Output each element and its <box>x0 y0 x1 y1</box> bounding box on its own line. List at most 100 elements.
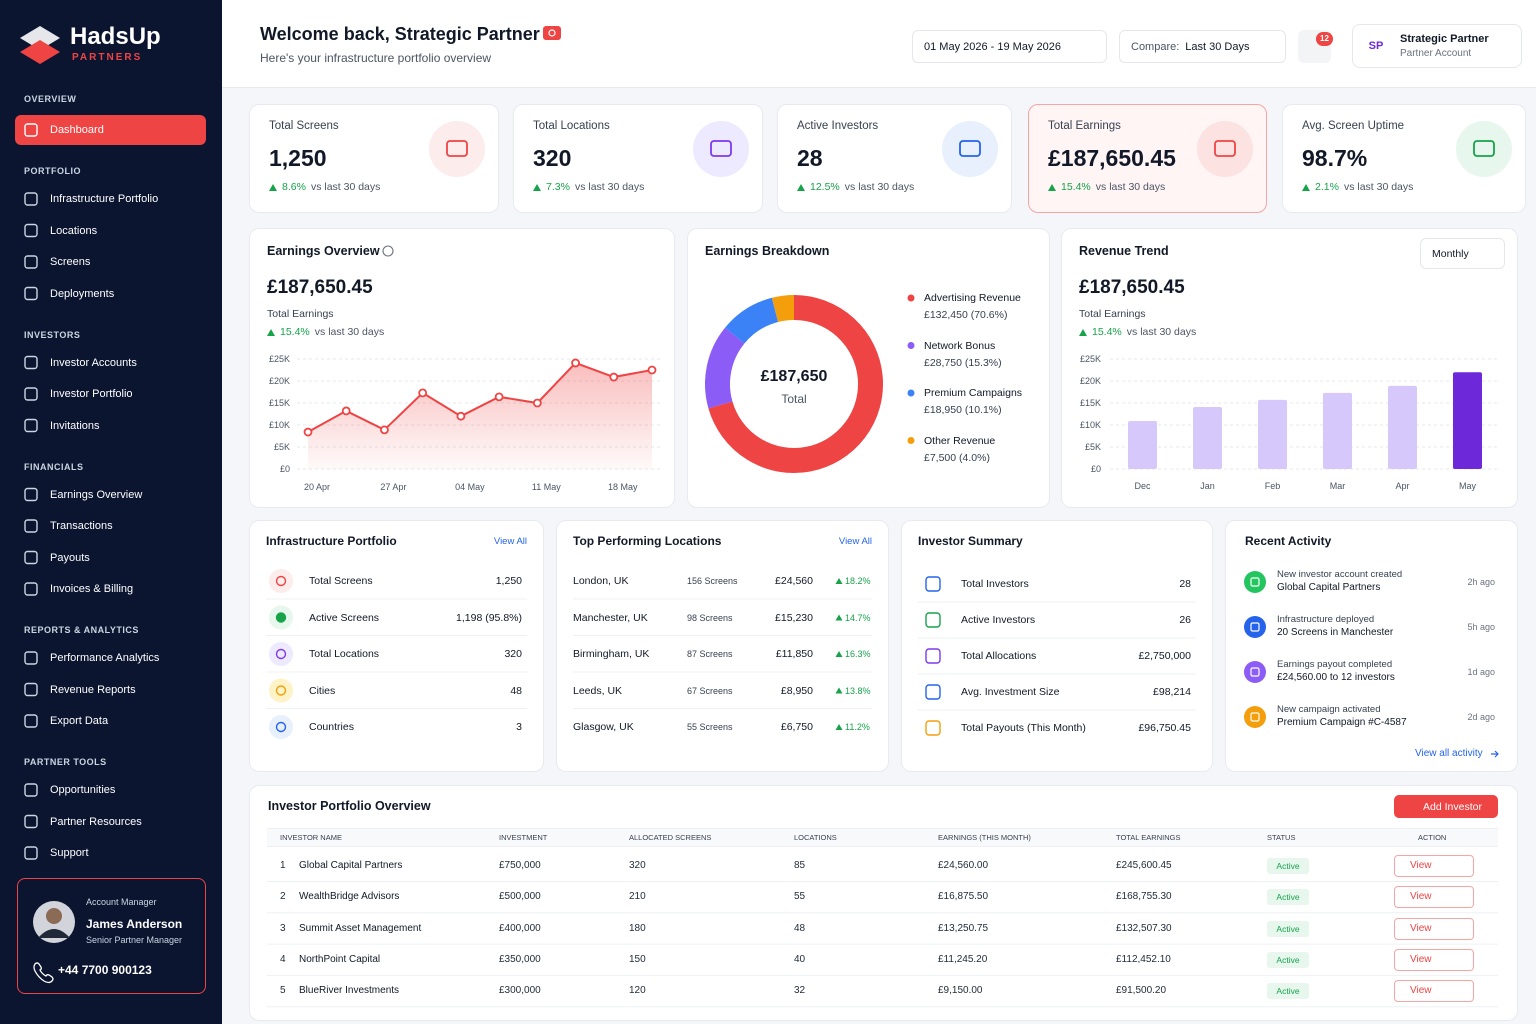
location-screens: 87 Screens <box>687 649 733 659</box>
view-button[interactable] <box>1394 886 1474 909</box>
y-tick-label: £15K <box>1079 398 1101 408</box>
nav-item[interactable]: Partner Resources <box>50 815 142 828</box>
kpi-icon-bg <box>429 121 485 177</box>
nav-item[interactable]: Dashboard <box>50 124 104 136</box>
view-label[interactable]: View <box>1410 922 1432 934</box>
nav-item[interactable]: Performance Analytics <box>50 652 160 664</box>
view-button[interactable] <box>1394 917 1474 940</box>
view-label[interactable]: View <box>1410 860 1432 871</box>
row-label: Total Locations <box>309 648 380 660</box>
row-label: Total Screens <box>309 575 373 587</box>
legend-label: Advertising Revenue <box>924 292 1021 304</box>
notification-count: 12 <box>1320 34 1329 43</box>
add-investor-button[interactable] <box>1394 795 1498 818</box>
table-cell: £16,875.50 <box>938 891 989 903</box>
bar <box>1453 372 1482 469</box>
nav-item[interactable]: Support <box>50 847 89 859</box>
summary-label: Active Investors <box>961 614 1036 626</box>
period-select[interactable] <box>1420 238 1505 269</box>
status-pill <box>1267 889 1309 906</box>
nav-item[interactable]: Payouts <box>50 551 90 564</box>
x-tick-label: Dec <box>1134 481 1151 491</box>
logo-mark <box>20 40 60 64</box>
nav-item[interactable]: Investor Accounts <box>50 356 137 369</box>
up-arrow <box>1079 328 1087 336</box>
user-menu[interactable] <box>1352 24 1522 68</box>
location-change: 16.3% <box>845 649 871 659</box>
view-button[interactable] <box>1394 980 1474 1003</box>
y-tick-label: £25K <box>268 354 290 364</box>
summary-value: £96,750.45 <box>1138 722 1191 734</box>
table-cell: 320 <box>629 860 646 871</box>
nav-item[interactable]: Deployments <box>50 287 115 300</box>
view-label[interactable]: View <box>1410 985 1432 997</box>
nav-item[interactable]: Earnings Overview <box>50 488 143 501</box>
compare-select[interactable] <box>1119 30 1286 63</box>
row-value: 48 <box>510 684 522 697</box>
nav-item[interactable]: Invitations <box>50 419 100 432</box>
view-button[interactable] <box>1394 855 1474 877</box>
panel-title: Investor Summary <box>918 534 1023 548</box>
add-investor-label: Add Investor <box>1423 800 1482 813</box>
activity-icon-glyph <box>1250 577 1260 587</box>
change-value: 12.5% <box>810 181 840 193</box>
kpi-icon <box>1214 140 1236 157</box>
row-icon-bg <box>269 678 293 703</box>
nav-item[interactable]: Opportunities <box>50 784 116 796</box>
activity-icon <box>1244 571 1266 593</box>
nav-item[interactable]: Transactions <box>50 520 113 532</box>
change-value: 15.4% <box>1061 181 1091 193</box>
nav-section-title: FINANCIALS <box>24 461 84 472</box>
view-label[interactable]: View <box>1410 953 1432 965</box>
legend-value: £18,950 (10.1%) <box>924 404 1002 416</box>
logo-mark <box>20 26 60 50</box>
view-button[interactable] <box>1394 948 1474 971</box>
chart-title: Revenue Trend <box>1079 244 1169 258</box>
point <box>341 406 351 416</box>
nav-icon <box>24 714 38 728</box>
legend-label: Network Bonus <box>924 339 996 352</box>
table-cell: £9,150.00 <box>938 985 983 997</box>
panel-title: Investor Portfolio Overview <box>268 799 431 813</box>
chart-total-label: Total Earnings <box>267 308 334 320</box>
nav-item[interactable]: Investor Portfolio <box>50 388 133 400</box>
active-nav[interactable] <box>15 115 206 145</box>
row-value: 1,198 (95.8%) <box>456 611 522 624</box>
nav-item[interactable]: Screens <box>50 256 91 268</box>
activity-time: 2h ago <box>1467 577 1495 587</box>
activity-detail: Global Capital Partners <box>1277 582 1381 593</box>
nav-item[interactable]: Infrastructure Portfolio <box>50 193 159 205</box>
table-cell: 48 <box>794 922 806 934</box>
x-tick-label: Apr <box>1395 481 1410 491</box>
y-tick-label: £0 <box>1090 464 1101 474</box>
point <box>571 358 580 368</box>
page-title: Welcome back, Strategic Partner <box>260 24 540 44</box>
chart-change: 15.4% vs last 30 days <box>267 325 384 339</box>
table-cell: 85 <box>794 860 806 871</box>
chart-total: £187,650.45 <box>1079 277 1185 298</box>
nav-icon <box>24 651 38 665</box>
view-label[interactable]: View <box>1410 891 1432 903</box>
nav-item[interactable]: Export Data <box>50 715 109 727</box>
manager-label: Account Manager <box>86 897 157 907</box>
summary-label: Avg. Investment Size <box>961 686 1060 698</box>
kpi-value: 1,250 <box>269 145 327 171</box>
nav-item[interactable]: Revenue Reports <box>50 683 136 696</box>
view-all-link[interactable]: View All <box>493 536 527 547</box>
status-label: Active <box>1276 861 1300 871</box>
status-label: Active <box>1276 986 1300 997</box>
row-label: Active Screens <box>309 611 380 624</box>
nav-item[interactable]: Locations <box>50 224 98 237</box>
nav-item[interactable]: Invoices & Billing <box>50 583 134 595</box>
location-city: Glasgow, UK <box>573 721 634 733</box>
nav-icon <box>24 550 38 565</box>
manager-phone[interactable]: +44 7700 900123 <box>58 963 152 977</box>
manager-role: Senior Partner Manager <box>86 935 183 945</box>
view-all-activity[interactable]: View all activity <box>1415 748 1483 759</box>
view-all-link[interactable]: View All <box>838 536 872 547</box>
row-icon-bg <box>269 569 293 593</box>
date-picker[interactable] <box>912 30 1107 63</box>
table-cell: £112,452.10 <box>1116 953 1171 965</box>
x-tick-label: 04 May <box>455 482 485 492</box>
